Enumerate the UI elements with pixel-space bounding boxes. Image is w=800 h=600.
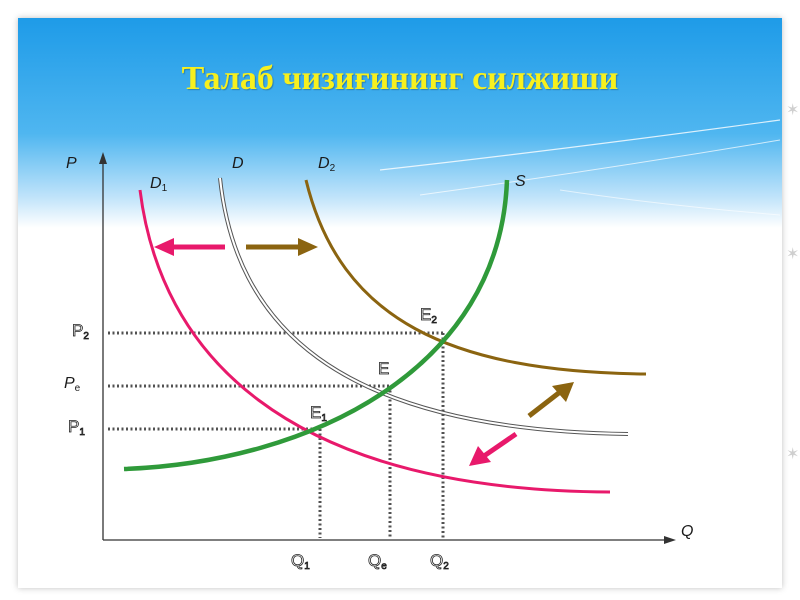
axes xyxy=(99,152,676,544)
curve-label-s: S xyxy=(515,173,526,190)
demand-curve-d2 xyxy=(304,179,647,376)
sparkle-icon: ✶ xyxy=(786,102,800,119)
sparkle-icon: ✶ xyxy=(786,246,800,263)
demand-curve-d1 xyxy=(138,189,611,494)
supply-curve-s xyxy=(123,179,510,472)
quantity-label-q1: Q1 xyxy=(291,551,311,572)
guide-lines xyxy=(108,331,445,538)
x-axis-arrowhead xyxy=(664,536,676,544)
curve-label-d2: D2 xyxy=(318,155,336,174)
shift-arrow-left-upper xyxy=(154,238,225,256)
header-band xyxy=(18,18,782,228)
quantity-label-q2: Q2 xyxy=(430,551,450,572)
curve-label-d: D xyxy=(232,155,244,172)
sparkle-icon: ✶ xyxy=(786,446,800,463)
price-label-p2: P2 xyxy=(72,321,90,342)
curve-label-d1: D1 xyxy=(150,175,168,194)
y-axis-arrowhead xyxy=(99,152,107,164)
equilibrium-label-e2: E2 xyxy=(420,305,438,326)
shift-arrow-left-lower xyxy=(469,431,518,466)
quantity-label-qe: Qe xyxy=(368,551,388,572)
shift-arrow-right-lower xyxy=(527,382,574,418)
y-axis-label: P xyxy=(66,155,77,172)
equilibrium-label-e1: E1 xyxy=(310,403,328,424)
slide-title: Талаб чизиғининг силжиши xyxy=(181,60,619,97)
price-label-pe: Pe xyxy=(64,375,81,394)
shift-arrow-right-upper xyxy=(246,238,318,256)
price-label-p1: P1 xyxy=(68,417,86,438)
equilibrium-label-e: E xyxy=(378,359,390,378)
demand-curve-d xyxy=(218,177,629,436)
x-axis-label: Q xyxy=(681,523,694,540)
